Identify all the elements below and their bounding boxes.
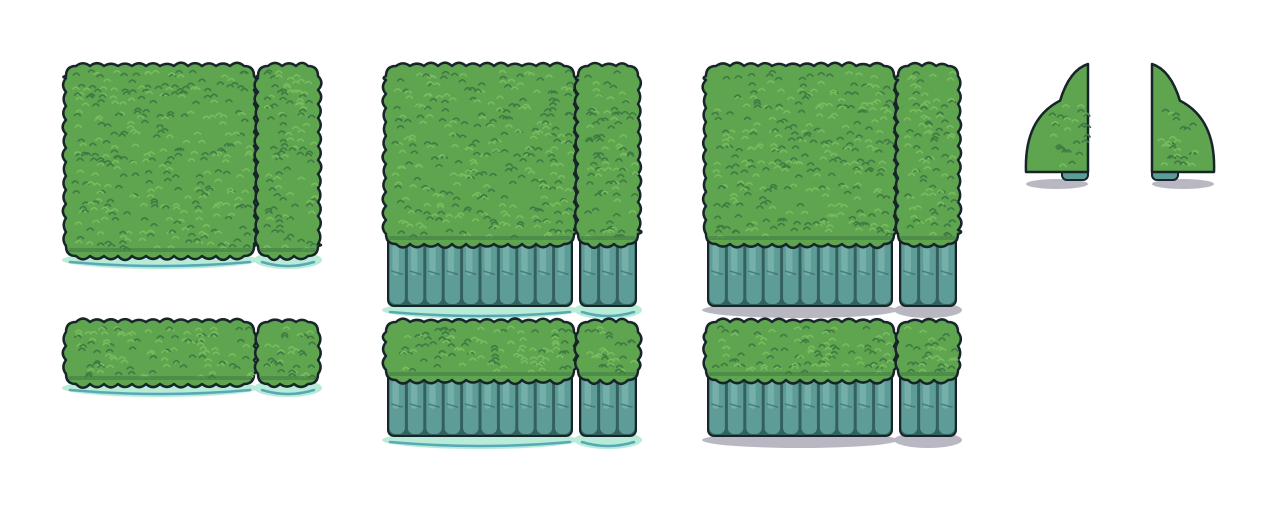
cliff-bush-water-small-block (570, 314, 646, 454)
cliff-bush-ground-small-block (890, 314, 966, 454)
cliff-bush-ground-wide-strip (698, 314, 902, 454)
cliff-bush-water-large-block (378, 58, 582, 324)
cliff-bush-water-tall-strip (570, 58, 646, 324)
flat-bush-large-block (58, 58, 262, 274)
bush-corner-right-slope (1144, 56, 1222, 204)
cliff-bush-ground-tall-strip (890, 58, 966, 324)
flat-bush-tall-strip (250, 58, 326, 274)
bush-corner-left-slope (1018, 56, 1096, 204)
flat-bush-small-block (250, 314, 326, 402)
flat-bush-wide-strip (58, 314, 262, 402)
cliff-bush-water-wide-strip (378, 314, 582, 454)
cliff-bush-ground-large-block (698, 58, 902, 324)
